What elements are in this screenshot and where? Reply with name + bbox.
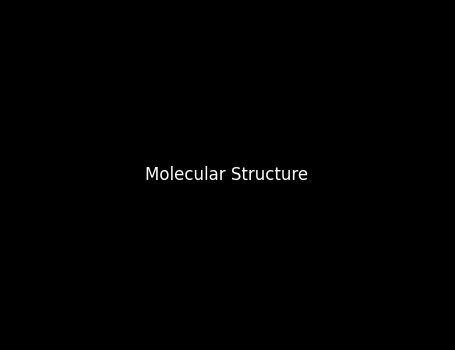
Text: Molecular Structure: Molecular Structure xyxy=(146,166,308,184)
